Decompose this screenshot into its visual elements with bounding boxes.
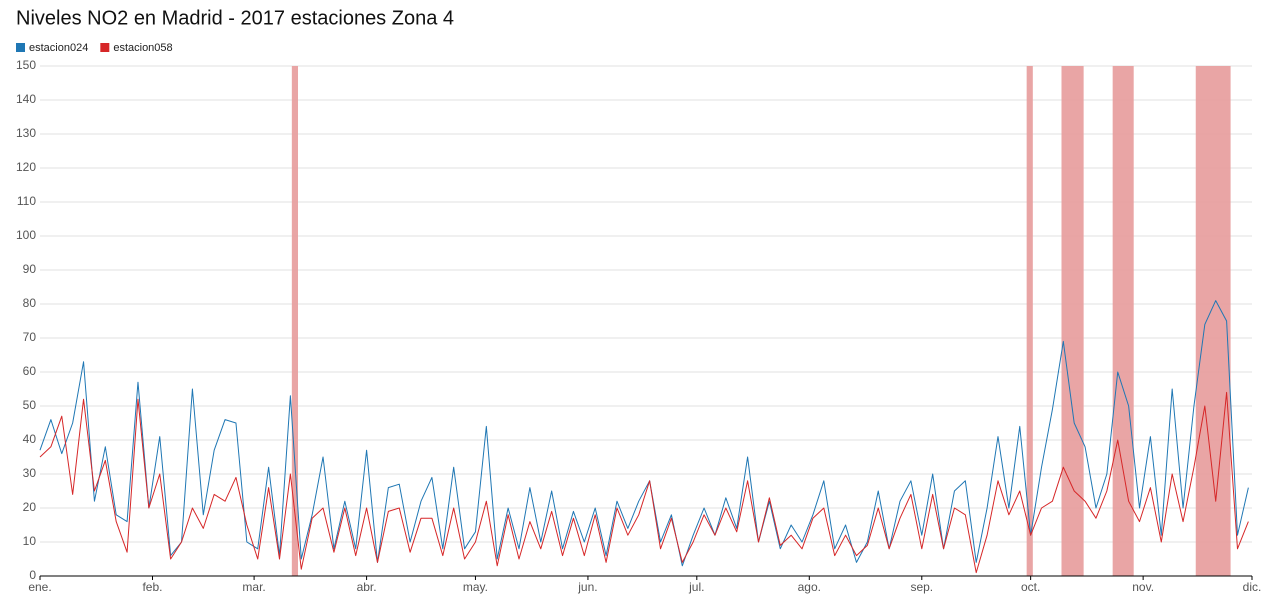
y-tick-label: 20 bbox=[23, 500, 37, 514]
x-tick-label: jul. bbox=[688, 580, 704, 594]
x-tick-label: abr. bbox=[357, 580, 377, 594]
series-line bbox=[39, 300, 1249, 567]
y-tick-label: 50 bbox=[23, 398, 37, 412]
y-tick-label: 80 bbox=[23, 296, 37, 310]
x-tick-label: dic. bbox=[1243, 580, 1262, 594]
alert-band bbox=[291, 66, 299, 576]
x-tick-label: oct. bbox=[1021, 580, 1040, 594]
y-tick-label: 120 bbox=[16, 160, 36, 174]
y-tick-label: 100 bbox=[16, 228, 36, 242]
y-tick-label: 30 bbox=[23, 466, 37, 480]
alert-band bbox=[1061, 66, 1084, 576]
y-tick-label: 90 bbox=[23, 262, 37, 276]
series-line bbox=[39, 391, 1249, 574]
legend-swatch bbox=[16, 43, 25, 52]
x-tick-label: nov. bbox=[1132, 580, 1154, 594]
y-tick-label: 130 bbox=[16, 126, 36, 140]
y-tick-label: 140 bbox=[16, 92, 36, 106]
x-tick-label: sep. bbox=[910, 580, 933, 594]
legend-label: estacion024 bbox=[29, 42, 88, 54]
x-tick-label: jun. bbox=[577, 580, 597, 594]
x-tick-label: feb. bbox=[142, 580, 162, 594]
x-tick-label: mar. bbox=[242, 580, 265, 594]
x-tick-label: may. bbox=[463, 580, 488, 594]
legend-swatch bbox=[100, 43, 110, 52]
legend-label: estacion058 bbox=[113, 42, 172, 54]
chart-title: Niveles NO2 en Madrid - 2017 estaciones … bbox=[16, 7, 454, 29]
alert-band bbox=[1026, 66, 1033, 576]
y-tick-label: 150 bbox=[16, 58, 36, 72]
x-tick-label: ago. bbox=[798, 580, 821, 594]
y-tick-label: 0 bbox=[29, 568, 36, 582]
y-tick-label: 110 bbox=[17, 194, 36, 208]
y-tick-label: 10 bbox=[23, 534, 37, 548]
x-tick-label: ene. bbox=[28, 580, 51, 594]
y-tick-label: 40 bbox=[23, 432, 37, 446]
y-tick-label: 60 bbox=[23, 364, 37, 378]
alert-band bbox=[1195, 66, 1231, 576]
y-tick-label: 70 bbox=[23, 330, 37, 344]
alert-band bbox=[1112, 66, 1134, 576]
